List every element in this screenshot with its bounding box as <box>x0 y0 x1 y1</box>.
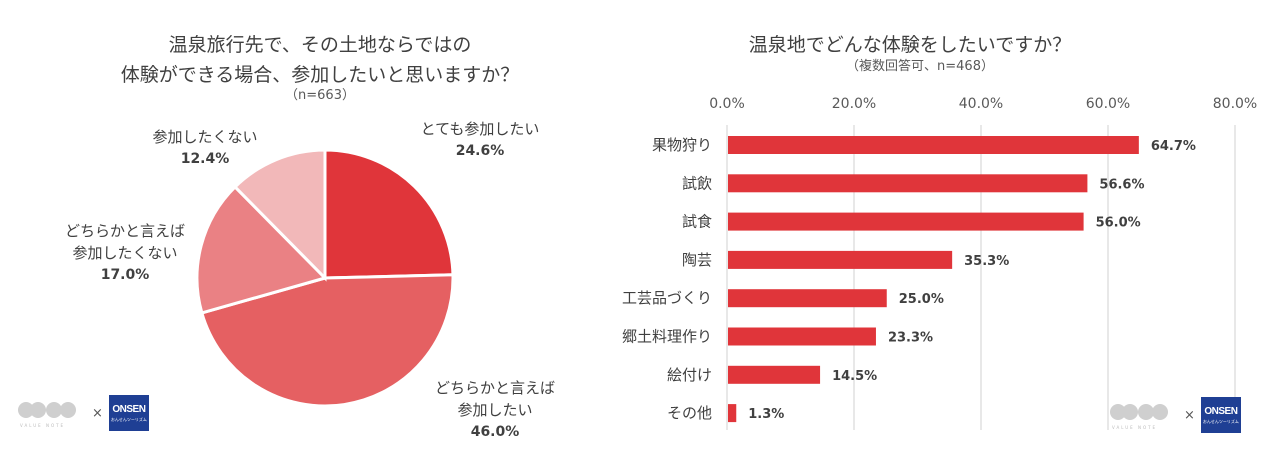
data-label: 25.0% <box>899 292 944 307</box>
category-label: 工芸品づくり <box>622 289 712 307</box>
pie-value-label: 12.4% <box>180 151 230 167</box>
pie-label-text: 参加したい <box>457 401 533 419</box>
value-note-logo-icon: VALUE NOTE <box>16 400 86 428</box>
data-label: 56.0% <box>1096 216 1141 231</box>
pie-label-text: どちらかと言えば <box>434 379 555 397</box>
x-tick-label: 60.0% <box>1086 96 1130 112</box>
category-label: 陶芸 <box>682 251 712 269</box>
x-tick-label: 0.0% <box>709 96 745 112</box>
category-label: 絵付け <box>667 366 712 384</box>
pie-title-line-1: 温泉旅行先で、その土地ならではの <box>168 34 472 56</box>
times-sign: × <box>1184 407 1195 423</box>
bar-subtitle: （複数回答可、n=468） <box>846 59 994 74</box>
data-label: 23.3% <box>888 331 933 346</box>
bar <box>728 250 953 269</box>
bar <box>728 327 876 346</box>
data-label: 64.7% <box>1151 139 1196 154</box>
data-label: 35.3% <box>964 254 1009 269</box>
pie-chart <box>195 148 455 408</box>
x-tick-label: 20.0% <box>832 96 876 112</box>
data-label: 56.6% <box>1099 177 1144 192</box>
bar <box>728 365 821 384</box>
times-sign: × <box>92 405 103 421</box>
data-label: 14.5% <box>832 369 877 384</box>
pie-slice-1 <box>200 273 455 408</box>
pie-title-line-2: 体験ができる場合、参加したいと思いますか？ <box>120 64 520 86</box>
pie-label-text: 参加したくない <box>152 128 258 146</box>
bar <box>728 212 1084 231</box>
onsen-logo-icon: ONSEN おんせんツーリズム <box>1200 397 1241 433</box>
category-label: 果物狩り <box>652 136 712 154</box>
pie-subtitle: （n=663） <box>285 88 355 103</box>
category-label: 試飲 <box>682 174 712 192</box>
data-label: 1.3% <box>748 407 784 422</box>
category-label: その他 <box>667 404 712 422</box>
pie-slice-2 <box>195 184 328 315</box>
pie-label-somewhat-willing: どちらかと言えば 参加したい 46.0% <box>410 377 580 443</box>
bar <box>728 136 1139 154</box>
pie-label-text: 参加したくない <box>72 244 178 262</box>
bar <box>728 404 737 423</box>
pie-slice-3 <box>232 148 327 282</box>
x-tick-label: 80.0% <box>1213 96 1257 112</box>
pie-label-text: とても参加したい <box>420 120 540 138</box>
pie-value-label: 46.0% <box>470 424 520 440</box>
bar <box>728 289 887 308</box>
bar-title: 温泉地でどんな体験をしたいですか？ <box>748 34 1072 56</box>
pie-label-text: どちらかと言えば <box>64 222 185 240</box>
logo-group-right: VALUE NOTE × ONSEN おんせんツーリズム <box>1108 397 1241 433</box>
pie-slice-0 <box>323 148 455 280</box>
pie-value-label: 17.0% <box>100 267 150 283</box>
pie-label-very-willing: とても参加したい 24.6% <box>395 118 565 162</box>
logo-group-left: VALUE NOTE × ONSEN おんせんツーリズム <box>16 395 149 431</box>
pie-label-somewhat-unwilling: どちらかと言えば 参加したくない 17.0% <box>40 220 210 286</box>
category-label: 郷土料理作り <box>622 328 712 346</box>
category-label: 試食 <box>682 213 712 231</box>
onsen-logo-icon: ONSEN おんせんツーリズム <box>108 395 149 431</box>
bar <box>728 174 1088 193</box>
pie-label-unwilling: 参加したくない 12.4% <box>130 126 280 170</box>
x-tick-label: 40.0% <box>959 96 1003 112</box>
pie-value-label: 24.6% <box>455 143 505 159</box>
value-note-logo-icon: VALUE NOTE <box>1108 402 1178 430</box>
